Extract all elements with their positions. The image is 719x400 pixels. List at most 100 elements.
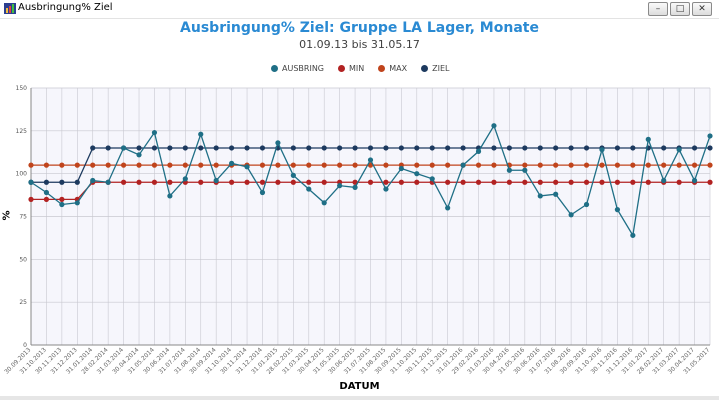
window-bottom-edge: [0, 396, 719, 400]
data-point-ziel: [167, 145, 173, 151]
data-point-ziel: [74, 179, 80, 185]
data-point-ausbring: [321, 200, 327, 206]
data-point-ziel: [506, 145, 512, 151]
data-point-ziel: [321, 145, 327, 151]
data-point-max: [198, 162, 204, 168]
data-point-ausbring: [275, 140, 281, 146]
data-point-min: [229, 179, 235, 185]
data-point-max: [90, 162, 96, 168]
close-icon: ✕: [698, 4, 706, 14]
data-point-ziel: [691, 145, 698, 151]
data-point-ziel: [614, 145, 621, 151]
data-point-min: [151, 179, 158, 185]
legend-item-max[interactable]: MAX: [378, 64, 407, 73]
data-point-min: [599, 179, 605, 185]
data-point-ausbring: [491, 123, 497, 129]
data-point-max: [59, 162, 65, 168]
data-point-ziel: [491, 145, 497, 151]
data-point-ausbring: [475, 148, 482, 154]
y-tick-label: 75: [19, 214, 27, 221]
data-point-max: [429, 162, 435, 168]
data-point-min: [460, 179, 466, 185]
data-point-ziel: [707, 145, 713, 151]
minimize-button[interactable]: –: [648, 2, 668, 16]
y-tick-label: 125: [16, 128, 28, 135]
data-point-ziel: [630, 145, 636, 151]
data-point-ziel: [537, 145, 543, 151]
data-point-ausbring: [537, 193, 543, 199]
data-point-max: [599, 162, 605, 168]
data-point-ausbring: [707, 133, 713, 139]
data-point-ziel: [290, 145, 296, 151]
data-point-min: [59, 196, 65, 202]
data-point-max: [28, 162, 34, 168]
data-point-ausbring: [691, 177, 698, 184]
data-point-max: [414, 162, 420, 168]
data-point-min: [43, 196, 50, 202]
data-point-max: [182, 162, 188, 168]
data-point-max: [537, 162, 543, 168]
data-point-ausbring: [522, 167, 528, 173]
data-point-max: [120, 162, 127, 168]
y-tick-label: 150: [16, 85, 28, 92]
data-point-ausbring: [583, 201, 590, 208]
data-point-max: [661, 162, 667, 168]
chart-title: Ausbringung% Ziel: Gruppe LA Lager, Mona…: [180, 20, 539, 36]
data-point-max: [259, 162, 266, 168]
data-point-ziel: [522, 145, 528, 151]
data-point-min: [676, 179, 682, 185]
data-point-min: [583, 179, 590, 185]
data-point-min: [398, 179, 404, 185]
data-point-ausbring: [229, 160, 235, 166]
legend-marker-ausbring: [271, 65, 278, 72]
data-point-max: [352, 162, 358, 168]
data-point-ausbring: [352, 184, 358, 190]
data-point-max: [105, 162, 111, 168]
legend-marker-max: [378, 65, 386, 72]
data-point-max: [707, 162, 713, 168]
data-point-ausbring: [337, 183, 343, 189]
legend-item-ausbring[interactable]: AUSBRING: [271, 64, 324, 73]
data-point-max: [337, 162, 343, 168]
data-point-min: [614, 179, 621, 185]
data-point-ausbring: [614, 207, 621, 213]
data-point-min: [522, 179, 528, 185]
data-point-ausbring: [506, 167, 512, 173]
legend-item-min[interactable]: MIN: [338, 64, 364, 73]
data-point-min: [475, 179, 482, 185]
data-point-ziel: [553, 145, 559, 151]
data-point-min: [445, 179, 451, 185]
data-point-ausbring: [306, 186, 312, 192]
y-axis-title: %: [1, 210, 13, 221]
data-point-ausbring: [136, 152, 142, 158]
data-point-ausbring: [553, 191, 559, 197]
data-point-ziel: [383, 145, 389, 151]
data-point-min: [244, 179, 250, 185]
legend-item-ziel[interactable]: ZIEL: [421, 64, 449, 73]
data-point-min: [290, 179, 296, 185]
data-point-ausbring: [120, 145, 127, 151]
data-point-min: [275, 179, 281, 185]
data-point-ziel: [59, 179, 65, 185]
y-tick-label: 25: [19, 299, 27, 306]
data-point-max: [445, 162, 451, 168]
data-point-ausbring: [645, 136, 651, 142]
legend-marker-min: [338, 65, 345, 72]
data-point-max: [491, 162, 497, 168]
data-point-max: [136, 162, 142, 168]
data-point-ausbring: [398, 165, 404, 172]
chart-legend: AUSBRING MIN MAX ZIEL: [271, 64, 449, 73]
data-point-max: [676, 162, 682, 168]
close-button[interactable]: ✕: [692, 2, 712, 16]
data-point-ausbring: [198, 131, 204, 137]
window-title: Ausbringung% Ziel: [18, 2, 113, 13]
data-point-min: [28, 196, 34, 202]
data-point-ziel: [151, 145, 158, 151]
maximize-button[interactable]: □: [670, 2, 690, 16]
data-point-ausbring: [445, 205, 451, 211]
data-point-min: [136, 179, 142, 185]
data-point-min: [383, 179, 389, 185]
data-point-max: [321, 162, 327, 168]
data-point-ausbring: [90, 177, 96, 184]
